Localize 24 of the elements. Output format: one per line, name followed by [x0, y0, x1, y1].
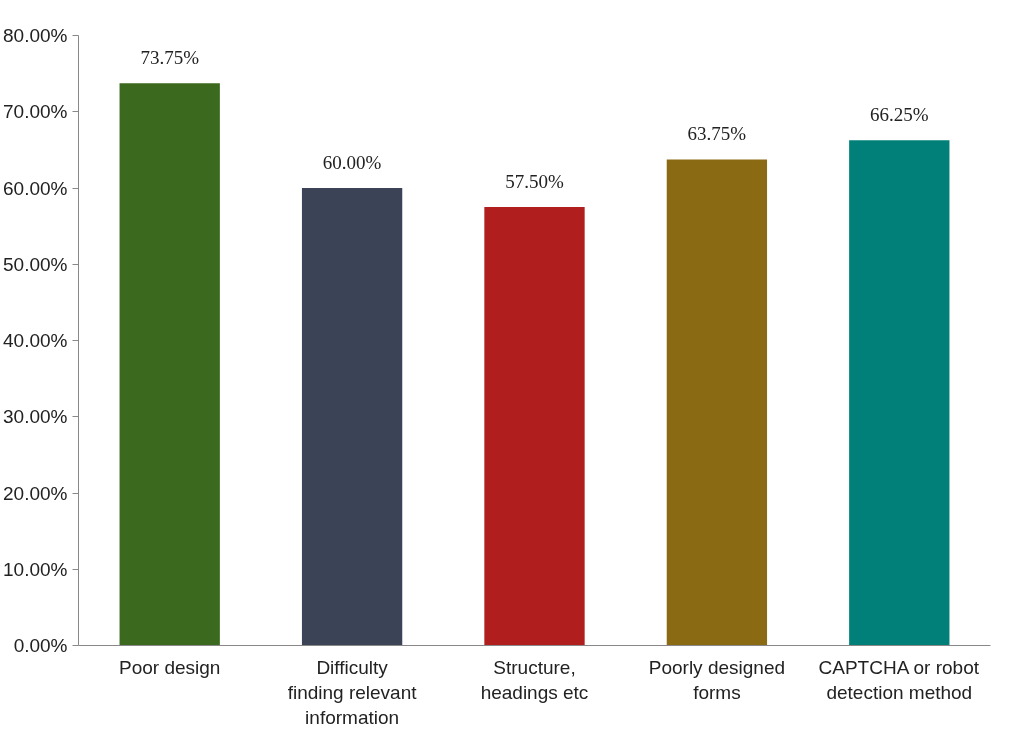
x-tick-label: Structure, headings etc	[480, 656, 589, 703]
data-label: 60.00%	[322, 152, 382, 173]
y-tick-label: 70.00%	[3, 101, 68, 123]
data-label: 73.75%	[140, 47, 200, 69]
x-tick-label: Poorly designed forms	[648, 656, 786, 703]
data-label: 57.50%	[505, 171, 564, 193]
x-tick-label: Difficulty finding relevant information	[287, 656, 418, 728]
y-tick-label: 30.00%	[3, 406, 68, 428]
y-tick-label: 40.00%	[3, 330, 68, 351]
data-label: 63.75%	[687, 123, 747, 145]
x-tick-label: CAPTCHA or robot detection method	[818, 656, 980, 703]
bar	[119, 83, 220, 646]
y-tick-label: 80.00%	[3, 25, 68, 46]
bar	[301, 188, 403, 646]
y-tick-label: 50.00%	[3, 253, 68, 275]
y-tick-label: 60.00%	[3, 177, 68, 199]
bar	[484, 207, 585, 646]
bar	[666, 159, 768, 646]
x-tick-label: Poor design	[119, 656, 221, 678]
data-label: 66.25%	[870, 104, 929, 126]
y-tick-label: 20.00%	[3, 482, 68, 504]
y-tick-label: 0.00%	[13, 635, 68, 656]
bar	[849, 140, 950, 646]
y-tick-label: 10.00%	[3, 558, 68, 580]
